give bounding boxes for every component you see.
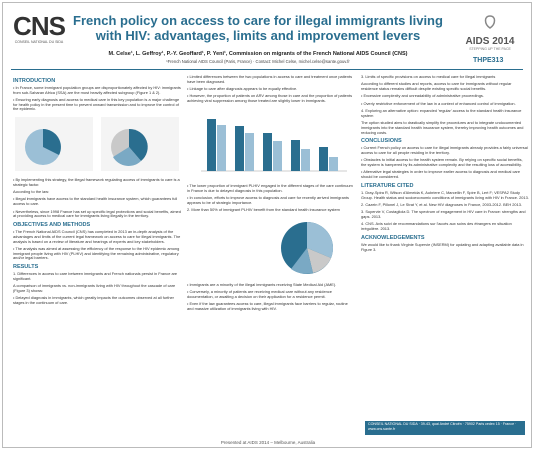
- paragraph: • Linkage to care after diagnosis appear…: [187, 86, 298, 92]
- paragraph: • Illegal immigrants have access to the …: [13, 196, 178, 207]
- section-heading: ACKNOWLEDGEMENTS: [361, 234, 425, 241]
- paragraph: • Immigrants are a minority of the illeg…: [187, 281, 337, 287]
- paragraph: • Even if the law guarantees access to c…: [187, 300, 348, 311]
- paragraph: 1. Dray-Spira R, Wilson d'Almeida K, Aub…: [361, 189, 529, 200]
- poster-title: French policy on access to care for ille…: [73, 13, 443, 43]
- section-heading: CONCLUSIONS: [361, 138, 402, 145]
- paragraph: • Current French policy on access to car…: [361, 145, 528, 156]
- paragraph: • Obstacles to initial access to the hea…: [361, 157, 523, 168]
- contact-box: CONSEIL NATIONAL DU SIDA · 39-43, quai A…: [365, 421, 525, 435]
- authors: M. Celse¹, L. Geffroy¹, P.-Y. Geoffard¹,…: [108, 51, 408, 57]
- paragraph: • In conclusion, efforts to improve acce…: [187, 194, 349, 205]
- paragraph: • Delayed diagnosis in immigrants, which…: [13, 295, 174, 306]
- paragraph: • Excessive complexity and unreadability…: [361, 93, 484, 99]
- paragraph: • Conversely, a minority of patients are…: [187, 288, 332, 299]
- paragraph: • The analysis was aimed at assessing th…: [13, 245, 180, 261]
- paragraph: • The lower proportion of immigrant PLHI…: [187, 182, 353, 193]
- paragraph: 4. CNS. Avis suivi de recommandations su…: [361, 221, 512, 232]
- figure-box: [187, 107, 355, 181]
- poster: CNS CONSEIL NATIONAL DU SIDA French poli…: [2, 2, 532, 448]
- affiliation: ¹French National AIDS Council (Paris, Fr…: [166, 59, 350, 64]
- paragraph: • By implementing this strategy, the ill…: [13, 177, 180, 187]
- paragraph: We would like to thank Virginie Supervie…: [361, 241, 524, 252]
- paragraph: 2. Cazein F, Pillonel J, Le Strat Y, et …: [361, 201, 522, 207]
- paragraph: According to different studies and repor…: [361, 81, 512, 92]
- column: • Limited differences between the two po…: [187, 75, 355, 437]
- paragraph: • Alternative legal strategies in order …: [361, 169, 521, 180]
- paragraph: According to the law:: [13, 189, 50, 195]
- paragraph: 2. More than 50% of immigrant PLHIV bene…: [187, 206, 340, 212]
- footer: Presented at AIDS 2014 – Melbourne, Aust…: [220, 440, 316, 445]
- logo-right: AIDS 2014 STEPPING UP THE PACE: [455, 15, 525, 51]
- ribbon-icon: [484, 15, 496, 29]
- section-heading: RESULTS: [13, 264, 39, 271]
- paragraph: • Overly restrictive enforcement of the …: [361, 100, 516, 106]
- paragraph: The option studied aims to drastically s…: [361, 120, 524, 135]
- paragraph: • Nevertheless, since 1998 France has se…: [13, 208, 181, 219]
- figure-box: [187, 216, 355, 280]
- logo-text: AIDS 2014: [465, 36, 515, 47]
- section-heading: INTRODUCTION: [13, 78, 56, 84]
- paragraph: • Limited differences between the two po…: [187, 75, 353, 84]
- logo-subtext: STEPPING UP THE PACE: [469, 47, 511, 51]
- paragraph: • However, the proportion of patients on…: [187, 93, 353, 104]
- paragraph: • Ensuring early diagnosis and access to…: [13, 96, 180, 112]
- paragraph: A comparison of immigrants vs. non-immig…: [13, 283, 176, 293]
- figure-box: [13, 115, 181, 175]
- column: 3. Limits of specific provisions on acce…: [361, 75, 529, 437]
- paragraph: 3. Supervie V, Costagliola D. The spectr…: [361, 209, 526, 220]
- column: INTRODUCTION • In France, some immigrant …: [13, 75, 181, 437]
- paragraph: • The French National AIDS Council (CNS)…: [13, 228, 181, 244]
- figure: [201, 118, 347, 172]
- paragraph: 3. Limits of specific provisions on acce…: [361, 75, 496, 79]
- paragraph: 1. Differences in access to care between…: [13, 271, 178, 281]
- paragraph: 4. Exploring an alternative option: expa…: [361, 107, 522, 118]
- section-heading: LITERATURE CITED: [361, 183, 414, 190]
- section-heading: OBJECTIVES AND METHODS: [13, 222, 91, 229]
- logo-subtext: CONSEIL NATIONAL DU SIDA: [14, 40, 64, 44]
- poster-code: THPE313: [473, 57, 504, 64]
- figure: [281, 221, 333, 274]
- divider: [11, 69, 523, 70]
- logo-left: CNS CONSEIL NATIONAL DU SIDA: [13, 11, 66, 44]
- logo-text: CNS: [13, 11, 66, 41]
- paragraph: • In France, some immigrant population g…: [13, 84, 181, 95]
- figure: [15, 117, 179, 172]
